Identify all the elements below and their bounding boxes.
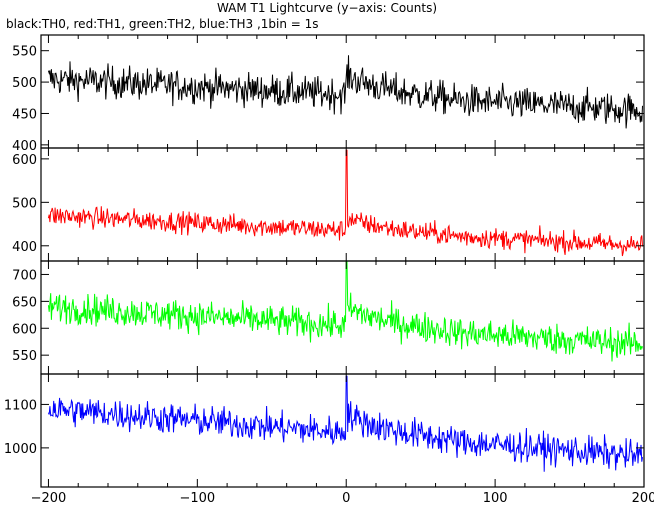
series-line-th1 [47,149,643,257]
x-tick-label: 100 [483,491,508,505]
y-tick-label: 500 [12,76,37,91]
x-tick-label: 200 [632,491,654,505]
y-tick-label: 550 [12,349,37,364]
y-tick-label: 650 [12,295,37,310]
y-tick-label: 1100 [4,398,37,413]
chart-subtitle: black:TH0, red:TH1, green:TH2, blue:TH3 … [6,17,319,31]
y-tick-label: 600 [12,322,37,337]
y-tick-label: 1000 [4,442,37,457]
y-tick-label: 400 [12,139,37,154]
series-line-th0 [47,55,643,129]
y-tick-label: 600 [12,153,37,168]
x-tick-label: −100 [179,491,215,505]
y-tick-label: 450 [12,107,37,122]
chart-title: WAM T1 Lightcurve (y−axis: Counts) [216,1,438,15]
x-tick-label: 0 [342,491,350,505]
y-tick-label: 500 [12,196,37,211]
y-tick-label: 700 [12,268,37,283]
series-line-th3 [47,375,643,472]
panel-frame-4 [40,373,645,488]
x-tick-label: −200 [31,491,67,505]
y-tick-label: 550 [12,45,37,60]
series-line-th2 [47,260,643,362]
y-tick-label: 400 [12,240,37,255]
